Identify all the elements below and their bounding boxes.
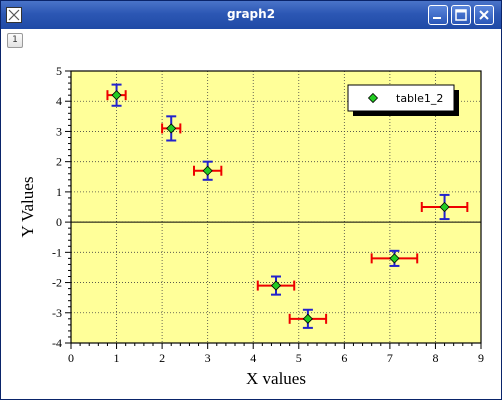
y-tick-label: 3 [56,124,62,138]
data-point[interactable] [161,115,182,142]
diamond-marker [439,201,450,213]
data-series [106,83,469,329]
close-button[interactable] [474,5,494,25]
legend-marker [367,92,379,104]
window-title: graph2 [226,7,276,21]
x-tick-label: 9 [478,351,484,365]
y-tick-label: 4 [56,94,62,108]
data-point[interactable] [288,308,328,329]
y-axis-title: Y Values [18,177,37,238]
data-point[interactable] [106,83,127,107]
y-tick-label: -2 [52,276,62,290]
plot-area[interactable] [71,71,481,343]
x-tick-label: 6 [341,351,347,365]
diamond-marker [166,123,177,134]
title-bar[interactable]: graph2 [1,1,501,29]
diamond-marker [389,253,400,264]
x-tick-label: 0 [68,351,74,365]
data-point[interactable] [370,249,419,267]
y-tick-label: 1 [56,185,62,199]
x-tick-label: 3 [205,351,211,365]
y-tick-label: 2 [56,155,62,169]
legend-label: table1_2 [396,92,443,105]
minimize-button[interactable] [428,5,448,25]
x-tick-label: 7 [387,351,393,365]
scatter-plot: 0 1 2 3 4 5 6 7 8 9 -4 -3 -2 -1 0 1 2 3 4 5 table1_2 X val… [18,64,484,388]
minimize-icon [433,17,441,19]
x-tick-label: 5 [296,351,302,365]
diamond-marker [111,90,122,101]
y-tick-label: -4 [52,336,62,350]
x-axis-title: X values [246,369,306,388]
x-tick-label: 4 [250,351,256,365]
diamond-marker [270,280,282,291]
x-tick-label: 2 [159,351,165,365]
y-tick-label: -1 [52,245,62,259]
layer-tab-1[interactable]: 1 [7,33,23,48]
legend-box [347,84,455,112]
maximize-icon [455,9,467,21]
x-tick-label: 8 [432,351,438,365]
data-point[interactable] [256,275,296,296]
x-axis: 0 1 2 3 4 5 6 7 8 9 [68,343,484,365]
axes [70,70,482,344]
y-tick-label: 0 [56,215,62,229]
x-tick-label: 1 [114,351,120,365]
y-tick-label: 5 [56,64,62,78]
layer-tab-bar: 1 [1,29,501,51]
close-icon [479,10,489,20]
data-point[interactable] [420,193,469,221]
diamond-marker [302,313,313,324]
plot-frame [70,70,482,344]
legend[interactable]: table1_2 [347,84,459,116]
y-tick-label: -3 [52,306,62,320]
diamond-marker [202,165,213,176]
data-point[interactable] [193,160,223,181]
y-axis: -4 -3 -2 -1 0 1 2 3 4 5 [52,64,71,350]
maximize-button[interactable] [451,5,471,25]
graph-app-icon[interactable] [6,7,22,23]
